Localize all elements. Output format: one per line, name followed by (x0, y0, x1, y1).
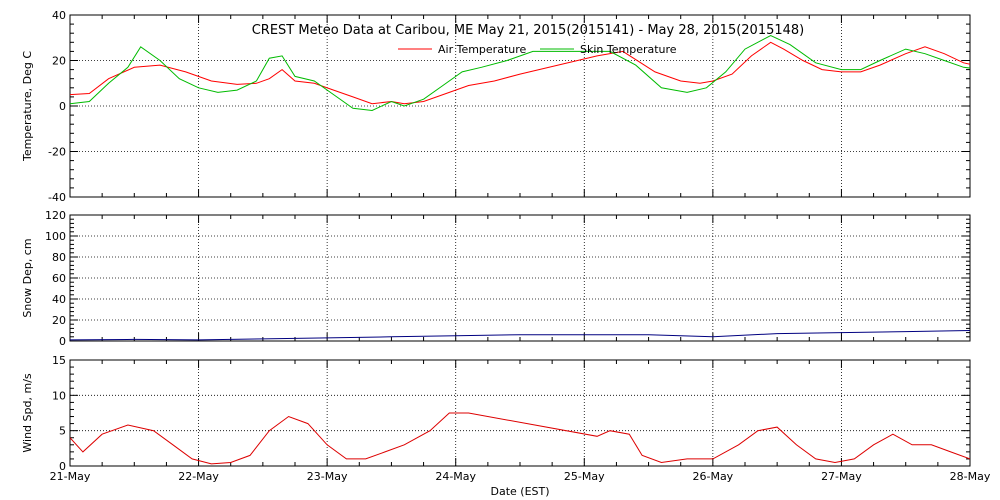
x-tick-label: 26-May (692, 470, 733, 483)
legend: Air Temperature Skin Temperature (398, 43, 677, 56)
x-tick-label: 28-May (950, 470, 991, 483)
x-axis-label: Date (EST) (490, 485, 549, 498)
chart-title: CREST Meteo Data at Caribou, ME May 21, … (252, 23, 805, 38)
axes-layer: -40 -20 0 20 40 Temperature, Deg C 0 20 40 60 80 10… (21, 9, 991, 483)
series-line-panel1-skin-temperature (70, 34, 970, 112)
y-tick-label: 100 (45, 230, 66, 243)
panel-3: 0 5 10 15 Wind Spd, m/s (21, 354, 971, 473)
x-tick-label: 23-May (307, 470, 348, 483)
series-layer (70, 34, 970, 465)
panel-frame (69, 359, 971, 467)
y-axis-label: Snow Dep, cm (21, 238, 34, 317)
series-line-panel1-air-temperature (70, 41, 970, 105)
y-tick-label: -40 (48, 191, 66, 204)
x-tick-label: 27-May (821, 470, 862, 483)
x-tick-label: 21-May (50, 470, 91, 483)
y-tick-label: 0 (59, 100, 66, 113)
y-tick-label: 15 (52, 354, 66, 367)
series-line-panel3-series1 (70, 412, 970, 465)
y-axis-label: Temperature, Deg C (21, 51, 34, 162)
series-line-panel2-series1 (70, 329, 970, 341)
legend-label-skin-temperature: Skin Temperature (580, 43, 677, 56)
legend-label-air-temperature: Air Temperature (438, 43, 527, 56)
x-tick-label: 24-May (435, 470, 476, 483)
panel-2: 0 20 40 60 80 100 120 Snow Dep, cm (21, 209, 971, 348)
y-tick-label: 80 (52, 251, 66, 264)
x-tick-label: 25-May (564, 470, 605, 483)
x-tick-label: 22-May (178, 470, 219, 483)
y-tick-label: 20 (52, 314, 66, 327)
y-tick-label: 5 (59, 425, 66, 438)
y-tick-label: 0 (59, 335, 66, 348)
panel-1: -40 -20 0 20 40 Temperature, Deg C (21, 9, 971, 204)
y-tick-label: 10 (52, 389, 66, 402)
panel-frame (69, 14, 971, 198)
y-axis-label: Wind Spd, m/s (21, 373, 34, 453)
y-tick-label: 40 (52, 9, 66, 22)
y-tick-label: 20 (52, 55, 66, 68)
y-tick-label: 40 (52, 293, 66, 306)
y-tick-label: 120 (45, 209, 66, 222)
y-tick-label: -20 (48, 146, 66, 159)
panel-frame (69, 214, 971, 342)
y-tick-label: 0 (59, 460, 66, 473)
y-tick-label: 60 (52, 272, 66, 285)
